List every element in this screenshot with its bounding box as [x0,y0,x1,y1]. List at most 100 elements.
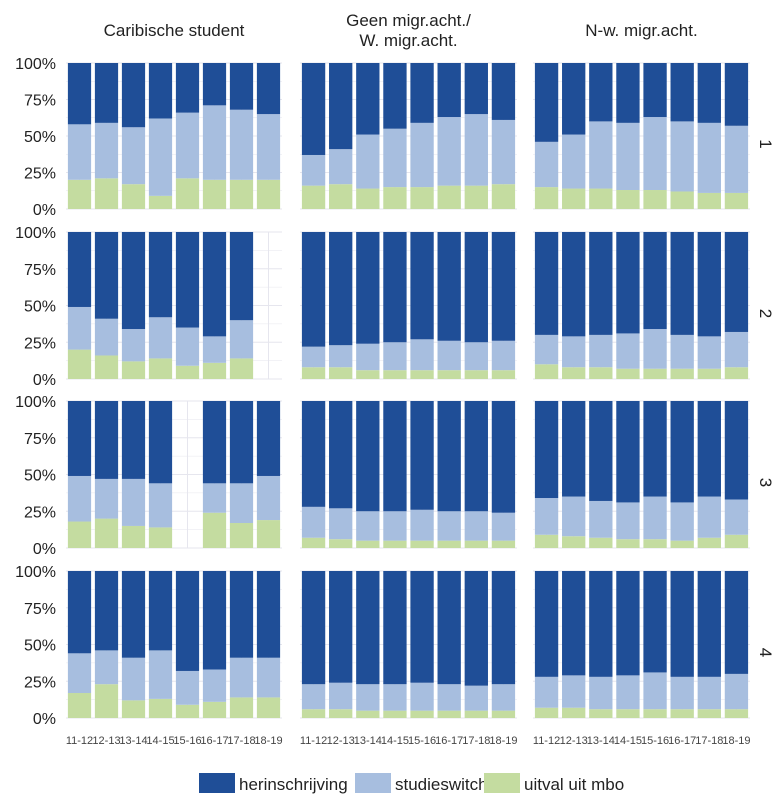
bar-segment-uitval [697,709,721,718]
bar-segment-herinschrijving [121,232,146,330]
bar-segment-studieswitch [148,483,173,528]
x-tick-label: 15-16 [641,735,669,747]
bar-segment-studieswitch [301,346,326,368]
x-tick-label: 13-14 [119,735,147,747]
y-tick-label: 100% [15,56,56,73]
bar-segment-uitval [175,365,200,379]
y-tick-label: 0% [33,711,56,728]
bar-segment-herinschrijving [589,63,613,122]
bar-segment-studieswitch [121,657,146,701]
bar-segment-herinschrijving [562,401,586,497]
bar-segment-studieswitch [589,334,613,368]
bar-segment-studieswitch [383,128,407,188]
legend-label: studieswitch [395,775,488,794]
bar-segment-uitval [410,540,434,548]
bar-segment-herinschrijving [256,401,281,476]
y-tick-label: 75% [24,93,56,110]
bar-segment-herinschrijving [229,232,254,321]
bar-segment-studieswitch [202,105,227,180]
bar-segment-studieswitch [202,483,227,513]
bar-segment-studieswitch [383,511,407,541]
bar-segment-studieswitch [562,134,586,189]
bar-segment-uitval [643,368,667,379]
y-tick-label: 25% [24,335,56,352]
bar-segment-herinschrijving [670,63,694,122]
bar-segment-studieswitch [437,117,461,186]
y-tick-label: 75% [24,601,56,618]
bar-segment-studieswitch [464,511,488,541]
bar-segment-herinschrijving [175,63,200,113]
bar-segment-uitval [67,179,92,209]
bar-segment-herinschrijving [724,571,749,674]
bar-segment-herinschrijving [534,571,559,677]
bar-segment-studieswitch [491,512,516,541]
bar-segment-uitval [121,184,146,209]
bar-segment-uitval [410,187,434,209]
y-tick-label: 25% [24,504,56,521]
bar-segment-herinschrijving [697,571,721,677]
bar-segment-uitval [491,184,516,209]
bar-segment-uitval [589,188,613,209]
bar-segment-uitval [329,367,353,379]
bar-segment-herinschrijving [148,232,173,318]
bar-segment-uitval [724,534,749,548]
bar-segment-studieswitch [301,506,326,538]
bar-segment-uitval [383,710,407,718]
bar-segment-herinschrijving [329,571,353,683]
bar-segment-herinschrijving [491,63,516,120]
bar-segment-studieswitch [410,682,434,711]
bar-segment-herinschrijving [67,401,92,476]
bar-segment-uitval [256,179,281,209]
bar-segment-uitval [464,710,488,718]
bar-segment-studieswitch [356,684,380,711]
bar-segment-uitval [121,525,146,548]
bar-segment-uitval [67,521,92,548]
bar-segment-studieswitch [616,122,640,191]
bar-segment-herinschrijving [491,571,516,685]
y-tick-label: 50% [24,129,56,146]
bar-segment-studieswitch [148,118,173,196]
y-tick-label: 100% [15,564,56,581]
bar-segment-uitval [229,358,254,379]
x-tick-label: 17-18 [462,735,490,747]
bar-segment-uitval [643,190,667,209]
bar-segment-herinschrijving [697,232,721,337]
bar-segment-herinschrijving [202,232,227,337]
bar-segment-herinschrijving [464,63,488,115]
bar-segment-studieswitch [670,502,694,541]
bar-segment-uitval [383,540,407,548]
x-tick-label: 16-17 [200,735,228,747]
y-tick-label: 0% [33,202,56,219]
bar-segment-uitval [94,355,119,379]
bar-segment-uitval [329,184,353,209]
row-strip-label: 4 [756,648,775,657]
bar-segment-herinschrijving [616,401,640,503]
bar-segment-studieswitch [410,122,434,188]
bar-segment-herinschrijving [464,571,488,686]
bar-segment-studieswitch [589,121,613,189]
bar-segment-herinschrijving [94,571,119,651]
x-tick-label: 15-16 [408,735,436,747]
bar-segment-studieswitch [202,336,227,363]
bar-segment-studieswitch [356,134,380,189]
bar-segment-herinschrijving [616,232,640,334]
x-tick-label: 12-13 [560,735,588,747]
bar-segment-uitval [616,368,640,379]
x-tick-label: 12-13 [327,735,355,747]
bar-segment-studieswitch [410,339,434,371]
bar-segment-studieswitch [67,475,92,522]
bar-segment-studieswitch [229,657,254,698]
bar-segment-uitval [437,185,461,209]
bar-segment-herinschrijving [94,232,119,319]
bar-segment-studieswitch [534,141,559,188]
bar-segment-studieswitch [329,149,353,185]
bar-segment-uitval [437,540,461,548]
bar-segment-herinschrijving [534,401,559,499]
bar-segment-uitval [121,700,146,718]
bar-segment-herinschrijving [256,63,281,115]
bar-segment-herinschrijving [670,401,694,503]
bar-segment-uitval [329,539,353,548]
x-tick-label: 11-12 [66,735,93,747]
bar-segment-studieswitch [148,317,173,359]
bar-segment-studieswitch [356,343,380,371]
